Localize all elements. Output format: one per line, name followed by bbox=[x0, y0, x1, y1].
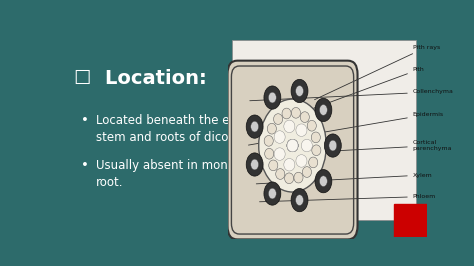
Circle shape bbox=[324, 134, 341, 157]
Text: Collenchyma: Collenchyma bbox=[250, 89, 454, 101]
Ellipse shape bbox=[284, 120, 295, 133]
FancyBboxPatch shape bbox=[228, 61, 357, 239]
Circle shape bbox=[329, 140, 337, 151]
Ellipse shape bbox=[273, 114, 283, 124]
FancyBboxPatch shape bbox=[232, 40, 416, 220]
Ellipse shape bbox=[287, 139, 298, 152]
Text: ☐  Location:: ☐ Location: bbox=[74, 69, 207, 88]
Ellipse shape bbox=[287, 139, 298, 152]
Ellipse shape bbox=[296, 155, 307, 167]
Ellipse shape bbox=[267, 123, 276, 134]
Ellipse shape bbox=[311, 132, 320, 143]
Text: Phloem: Phloem bbox=[260, 194, 436, 202]
Circle shape bbox=[296, 195, 303, 206]
Ellipse shape bbox=[292, 107, 301, 118]
Ellipse shape bbox=[274, 131, 285, 143]
Ellipse shape bbox=[287, 139, 298, 152]
Text: Xylem: Xylem bbox=[256, 173, 433, 184]
Circle shape bbox=[319, 105, 328, 115]
Circle shape bbox=[268, 188, 276, 199]
Text: •: • bbox=[82, 114, 89, 127]
Ellipse shape bbox=[274, 148, 285, 160]
Ellipse shape bbox=[287, 139, 298, 152]
Text: Pith rays: Pith rays bbox=[315, 45, 440, 100]
Ellipse shape bbox=[302, 167, 311, 177]
Circle shape bbox=[296, 86, 303, 96]
Ellipse shape bbox=[264, 135, 273, 146]
Text: •: • bbox=[82, 159, 89, 172]
Ellipse shape bbox=[264, 148, 274, 159]
Ellipse shape bbox=[294, 172, 303, 183]
Ellipse shape bbox=[287, 139, 298, 152]
Ellipse shape bbox=[282, 108, 291, 119]
Circle shape bbox=[291, 189, 308, 212]
Ellipse shape bbox=[287, 139, 298, 152]
Ellipse shape bbox=[301, 139, 312, 152]
Circle shape bbox=[251, 159, 258, 170]
Ellipse shape bbox=[284, 159, 295, 171]
Circle shape bbox=[319, 176, 328, 186]
Circle shape bbox=[259, 99, 326, 192]
Circle shape bbox=[246, 115, 263, 138]
Circle shape bbox=[268, 92, 276, 103]
Text: Cortical
parenchyma: Cortical parenchyma bbox=[271, 140, 452, 154]
Circle shape bbox=[315, 169, 332, 193]
Ellipse shape bbox=[296, 124, 307, 136]
Circle shape bbox=[264, 86, 281, 109]
Text: Located beneath the epidermis in the
stem and roots of dicot.: Located beneath the epidermis in the ste… bbox=[96, 114, 319, 144]
Ellipse shape bbox=[287, 139, 298, 152]
Ellipse shape bbox=[284, 173, 294, 184]
Circle shape bbox=[291, 79, 308, 103]
Ellipse shape bbox=[312, 145, 321, 156]
Circle shape bbox=[264, 182, 281, 205]
Ellipse shape bbox=[300, 112, 310, 122]
Ellipse shape bbox=[269, 160, 278, 171]
Bar bbox=[393, 204, 427, 237]
Circle shape bbox=[246, 153, 263, 176]
Ellipse shape bbox=[276, 169, 285, 179]
Text: Pith: Pith bbox=[295, 67, 425, 115]
Ellipse shape bbox=[307, 120, 316, 131]
Ellipse shape bbox=[309, 157, 318, 168]
Circle shape bbox=[251, 121, 258, 132]
Text: Usually absent in monocot stem and
root.: Usually absent in monocot stem and root. bbox=[96, 159, 312, 189]
Circle shape bbox=[315, 98, 332, 122]
Text: Epidermis: Epidermis bbox=[248, 112, 444, 145]
